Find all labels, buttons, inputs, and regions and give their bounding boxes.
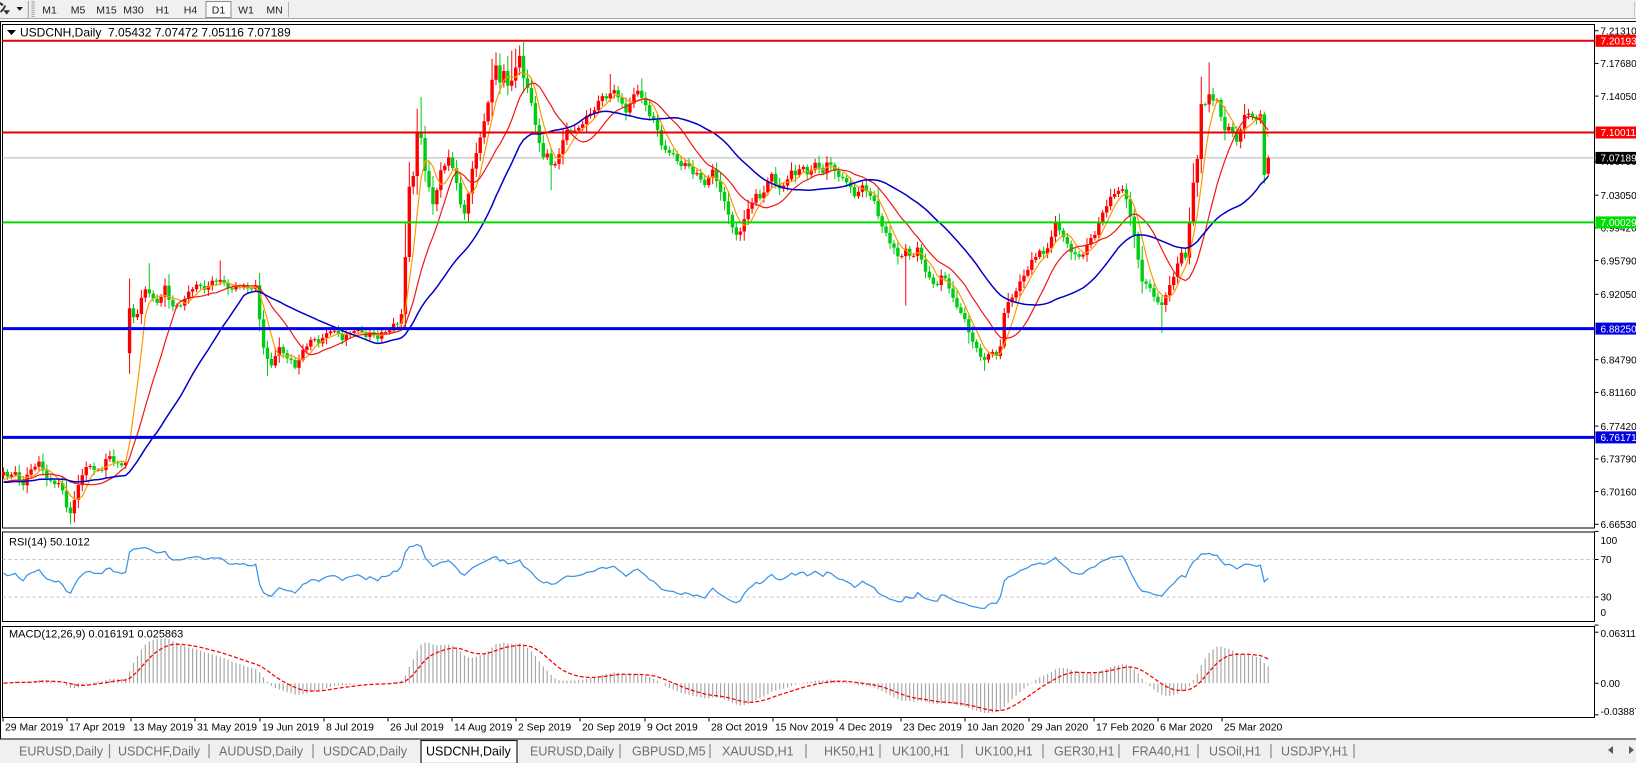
svg-text:6 Mar 2020: 6 Mar 2020: [1160, 723, 1213, 734]
svg-text:-0.03887: -0.03887: [1601, 707, 1636, 718]
svg-text:28 Oct 2019: 28 Oct 2019: [711, 723, 768, 734]
svg-text:4 Dec 2019: 4 Dec 2019: [839, 723, 892, 734]
svg-text:0: 0: [1601, 608, 1607, 619]
svg-text:W1: W1: [238, 5, 254, 17]
svg-text:6.76171: 6.76171: [1601, 433, 1636, 444]
svg-text:25 Mar 2020: 25 Mar 2020: [1224, 723, 1283, 734]
svg-text:UK100,H1: UK100,H1: [892, 745, 950, 759]
svg-text:29 Jan 2020: 29 Jan 2020: [1031, 723, 1088, 734]
svg-text:MN: MN: [266, 5, 282, 17]
svg-text:7.03050: 7.03050: [1601, 191, 1636, 202]
svg-text:6.70160: 6.70160: [1601, 487, 1636, 498]
svg-text:7.07189: 7.07189: [1601, 154, 1636, 165]
svg-text:70: 70: [1601, 555, 1613, 566]
svg-text:USDCNH,Daily 7.05432 7.07472: USDCNH,Daily 7.05432 7.07472 7.05116 7.0…: [20, 26, 291, 40]
svg-text:7.00029: 7.00029: [1601, 218, 1636, 229]
svg-text:D1: D1: [212, 5, 226, 17]
svg-text:6.66530: 6.66530: [1601, 520, 1636, 531]
svg-text:6.81160: 6.81160: [1601, 388, 1636, 399]
svg-text:20 Sep 2019: 20 Sep 2019: [582, 723, 641, 734]
svg-text:6.92050: 6.92050: [1601, 290, 1636, 301]
svg-text:0.063113: 0.063113: [1601, 629, 1636, 640]
svg-text:AUDUSD,Daily: AUDUSD,Daily: [219, 745, 304, 759]
svg-text:30: 30: [1601, 593, 1613, 604]
svg-text:HK50,H1: HK50,H1: [824, 745, 875, 759]
svg-text:FRA40,H1: FRA40,H1: [1132, 745, 1190, 759]
svg-text:26 Jul 2019: 26 Jul 2019: [390, 723, 444, 734]
svg-text:10 Jan 2020: 10 Jan 2020: [967, 723, 1024, 734]
svg-text:17 Apr 2019: 17 Apr 2019: [69, 723, 125, 734]
svg-text:9 Oct 2019: 9 Oct 2019: [647, 723, 698, 734]
svg-text:UK100,H1: UK100,H1: [975, 745, 1033, 759]
svg-text:XAUUSD,H1: XAUUSD,H1: [722, 745, 794, 759]
svg-text:6.77420: 6.77420: [1601, 422, 1636, 433]
svg-text:29 Mar 2019: 29 Mar 2019: [5, 723, 64, 734]
svg-text:RSI(14) 50.1012: RSI(14) 50.1012: [9, 537, 90, 549]
svg-text:USDJPY,H1: USDJPY,H1: [1281, 745, 1348, 759]
svg-text:EURUSD,Daily: EURUSD,Daily: [530, 745, 615, 759]
svg-text:EURUSD,Daily: EURUSD,Daily: [19, 745, 104, 759]
svg-text:15 Nov 2019: 15 Nov 2019: [775, 723, 834, 734]
svg-text:M15: M15: [96, 5, 117, 17]
svg-text:31 May 2019: 31 May 2019: [197, 723, 257, 734]
svg-text:M1: M1: [42, 5, 57, 17]
svg-text:8 Jul 2019: 8 Jul 2019: [326, 723, 374, 734]
svg-text:MACD(12,26,9) 0.016191 0.02586: MACD(12,26,9) 0.016191 0.025863: [9, 629, 183, 641]
svg-text:H1: H1: [156, 5, 170, 17]
svg-text:7.17680: 7.17680: [1601, 59, 1636, 70]
svg-text:7.14050: 7.14050: [1601, 92, 1636, 103]
svg-text:23 Dec 2019: 23 Dec 2019: [903, 723, 962, 734]
svg-text:6.88250: 6.88250: [1601, 324, 1636, 335]
svg-text:USDCHF,Daily: USDCHF,Daily: [118, 745, 201, 759]
svg-text:6.73790: 6.73790: [1601, 455, 1636, 466]
svg-text:14 Aug 2019: 14 Aug 2019: [454, 723, 513, 734]
svg-text:GBPUSD,M5: GBPUSD,M5: [632, 745, 706, 759]
svg-text:7.21310: 7.21310: [1601, 26, 1636, 37]
svg-text:GER30,H1: GER30,H1: [1054, 745, 1114, 759]
svg-text:13 May 2019: 13 May 2019: [133, 723, 193, 734]
svg-text:0.00: 0.00: [1601, 679, 1621, 690]
svg-text:USDCAD,Daily: USDCAD,Daily: [323, 745, 408, 759]
svg-text:100: 100: [1601, 536, 1618, 547]
svg-text:17 Feb 2020: 17 Feb 2020: [1096, 723, 1155, 734]
svg-text:6.99420: 6.99420: [1601, 224, 1636, 235]
svg-text:2 Sep 2019: 2 Sep 2019: [518, 723, 571, 734]
svg-text:7.20193: 7.20193: [1601, 37, 1636, 48]
svg-text:7.10011: 7.10011: [1601, 128, 1636, 139]
svg-text:USDCNH,Daily: USDCNH,Daily: [426, 745, 511, 759]
svg-text:USOil,H1: USOil,H1: [1209, 745, 1261, 759]
svg-text:M30: M30: [123, 5, 144, 17]
svg-text:H4: H4: [184, 5, 198, 17]
svg-text:M5: M5: [71, 5, 86, 17]
svg-text:19 Jun 2019: 19 Jun 2019: [262, 723, 319, 734]
svg-text:6.95790: 6.95790: [1601, 256, 1636, 267]
svg-text:6.84790: 6.84790: [1601, 355, 1636, 366]
